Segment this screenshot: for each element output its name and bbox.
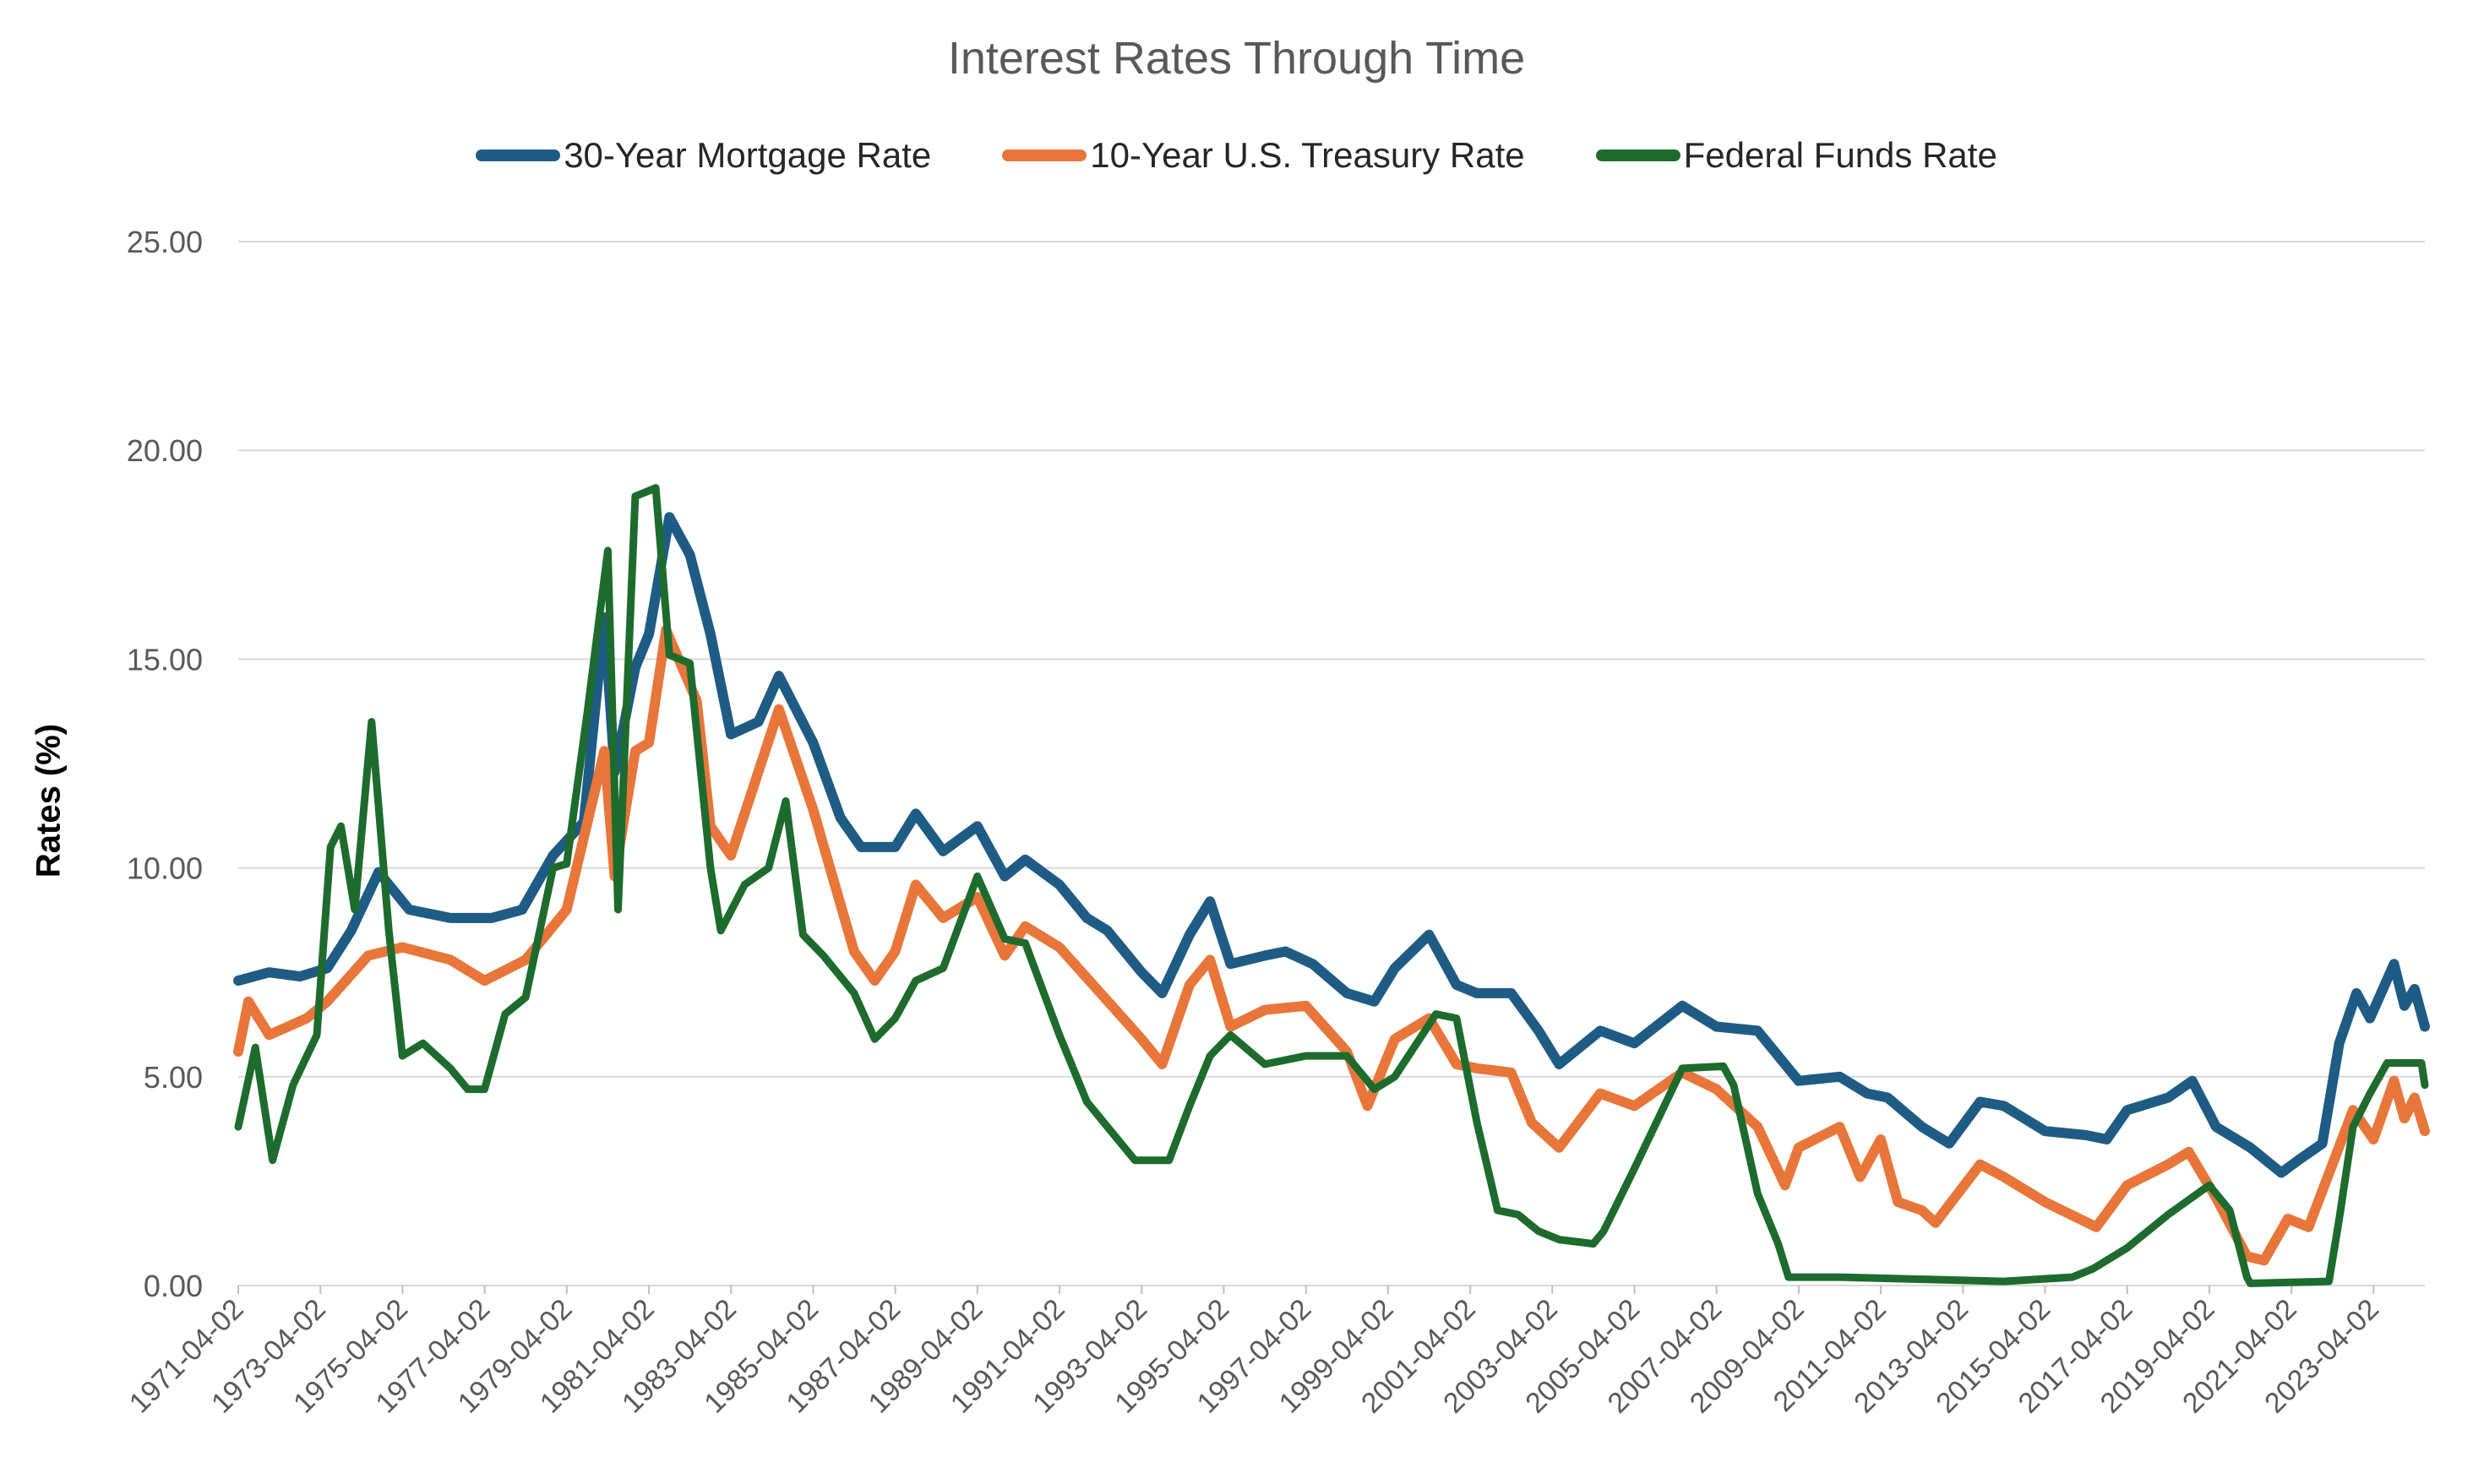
- y-tick-label-2: 10.00: [127, 851, 203, 886]
- chart-title: Interest Rates Through Time: [947, 33, 1526, 84]
- x-axis-ticks: 1971-04-021973-04-021975-04-021977-04-02…: [123, 1286, 2385, 1420]
- legend-item-mortgage[interactable]: 30-Year Mortgage Rate: [476, 135, 931, 176]
- y-tick-label-4: 20.00: [127, 433, 203, 468]
- legend: 30-Year Mortgage Rate 10-Year U.S. Treas…: [0, 135, 2473, 176]
- legend-swatch-mortgage: [476, 149, 561, 161]
- legend-label-treasury: 10-Year U.S. Treasury Rate: [1090, 135, 1525, 175]
- y-tick-label-0: 0.00: [144, 1269, 203, 1303]
- legend-label-mortgage: 30-Year Mortgage Rate: [564, 135, 932, 175]
- legend-item-fedfunds[interactable]: Federal Funds Rate: [1595, 135, 1997, 176]
- legend-item-treasury[interactable]: 10-Year U.S. Treasury Rate: [1002, 135, 1525, 176]
- gridlines: [238, 241, 2425, 1286]
- y-tick-label-5: 25.00: [127, 225, 203, 259]
- series-line-2: [234, 484, 2429, 1287]
- legend-label-fedfunds: Federal Funds Rate: [1683, 135, 1997, 175]
- y-tick-label-3: 15.00: [127, 642, 203, 677]
- series-line-1: [233, 624, 2430, 1266]
- legend-swatch-treasury: [1002, 149, 1087, 161]
- y-tick-label-1: 5.00: [144, 1060, 203, 1095]
- y-axis-ticks: 0.00 5.00 10.00 15.00 20.00 25.00: [127, 225, 203, 1303]
- series-lines: [233, 484, 2430, 1287]
- legend-swatch-fedfunds: [1595, 149, 1680, 161]
